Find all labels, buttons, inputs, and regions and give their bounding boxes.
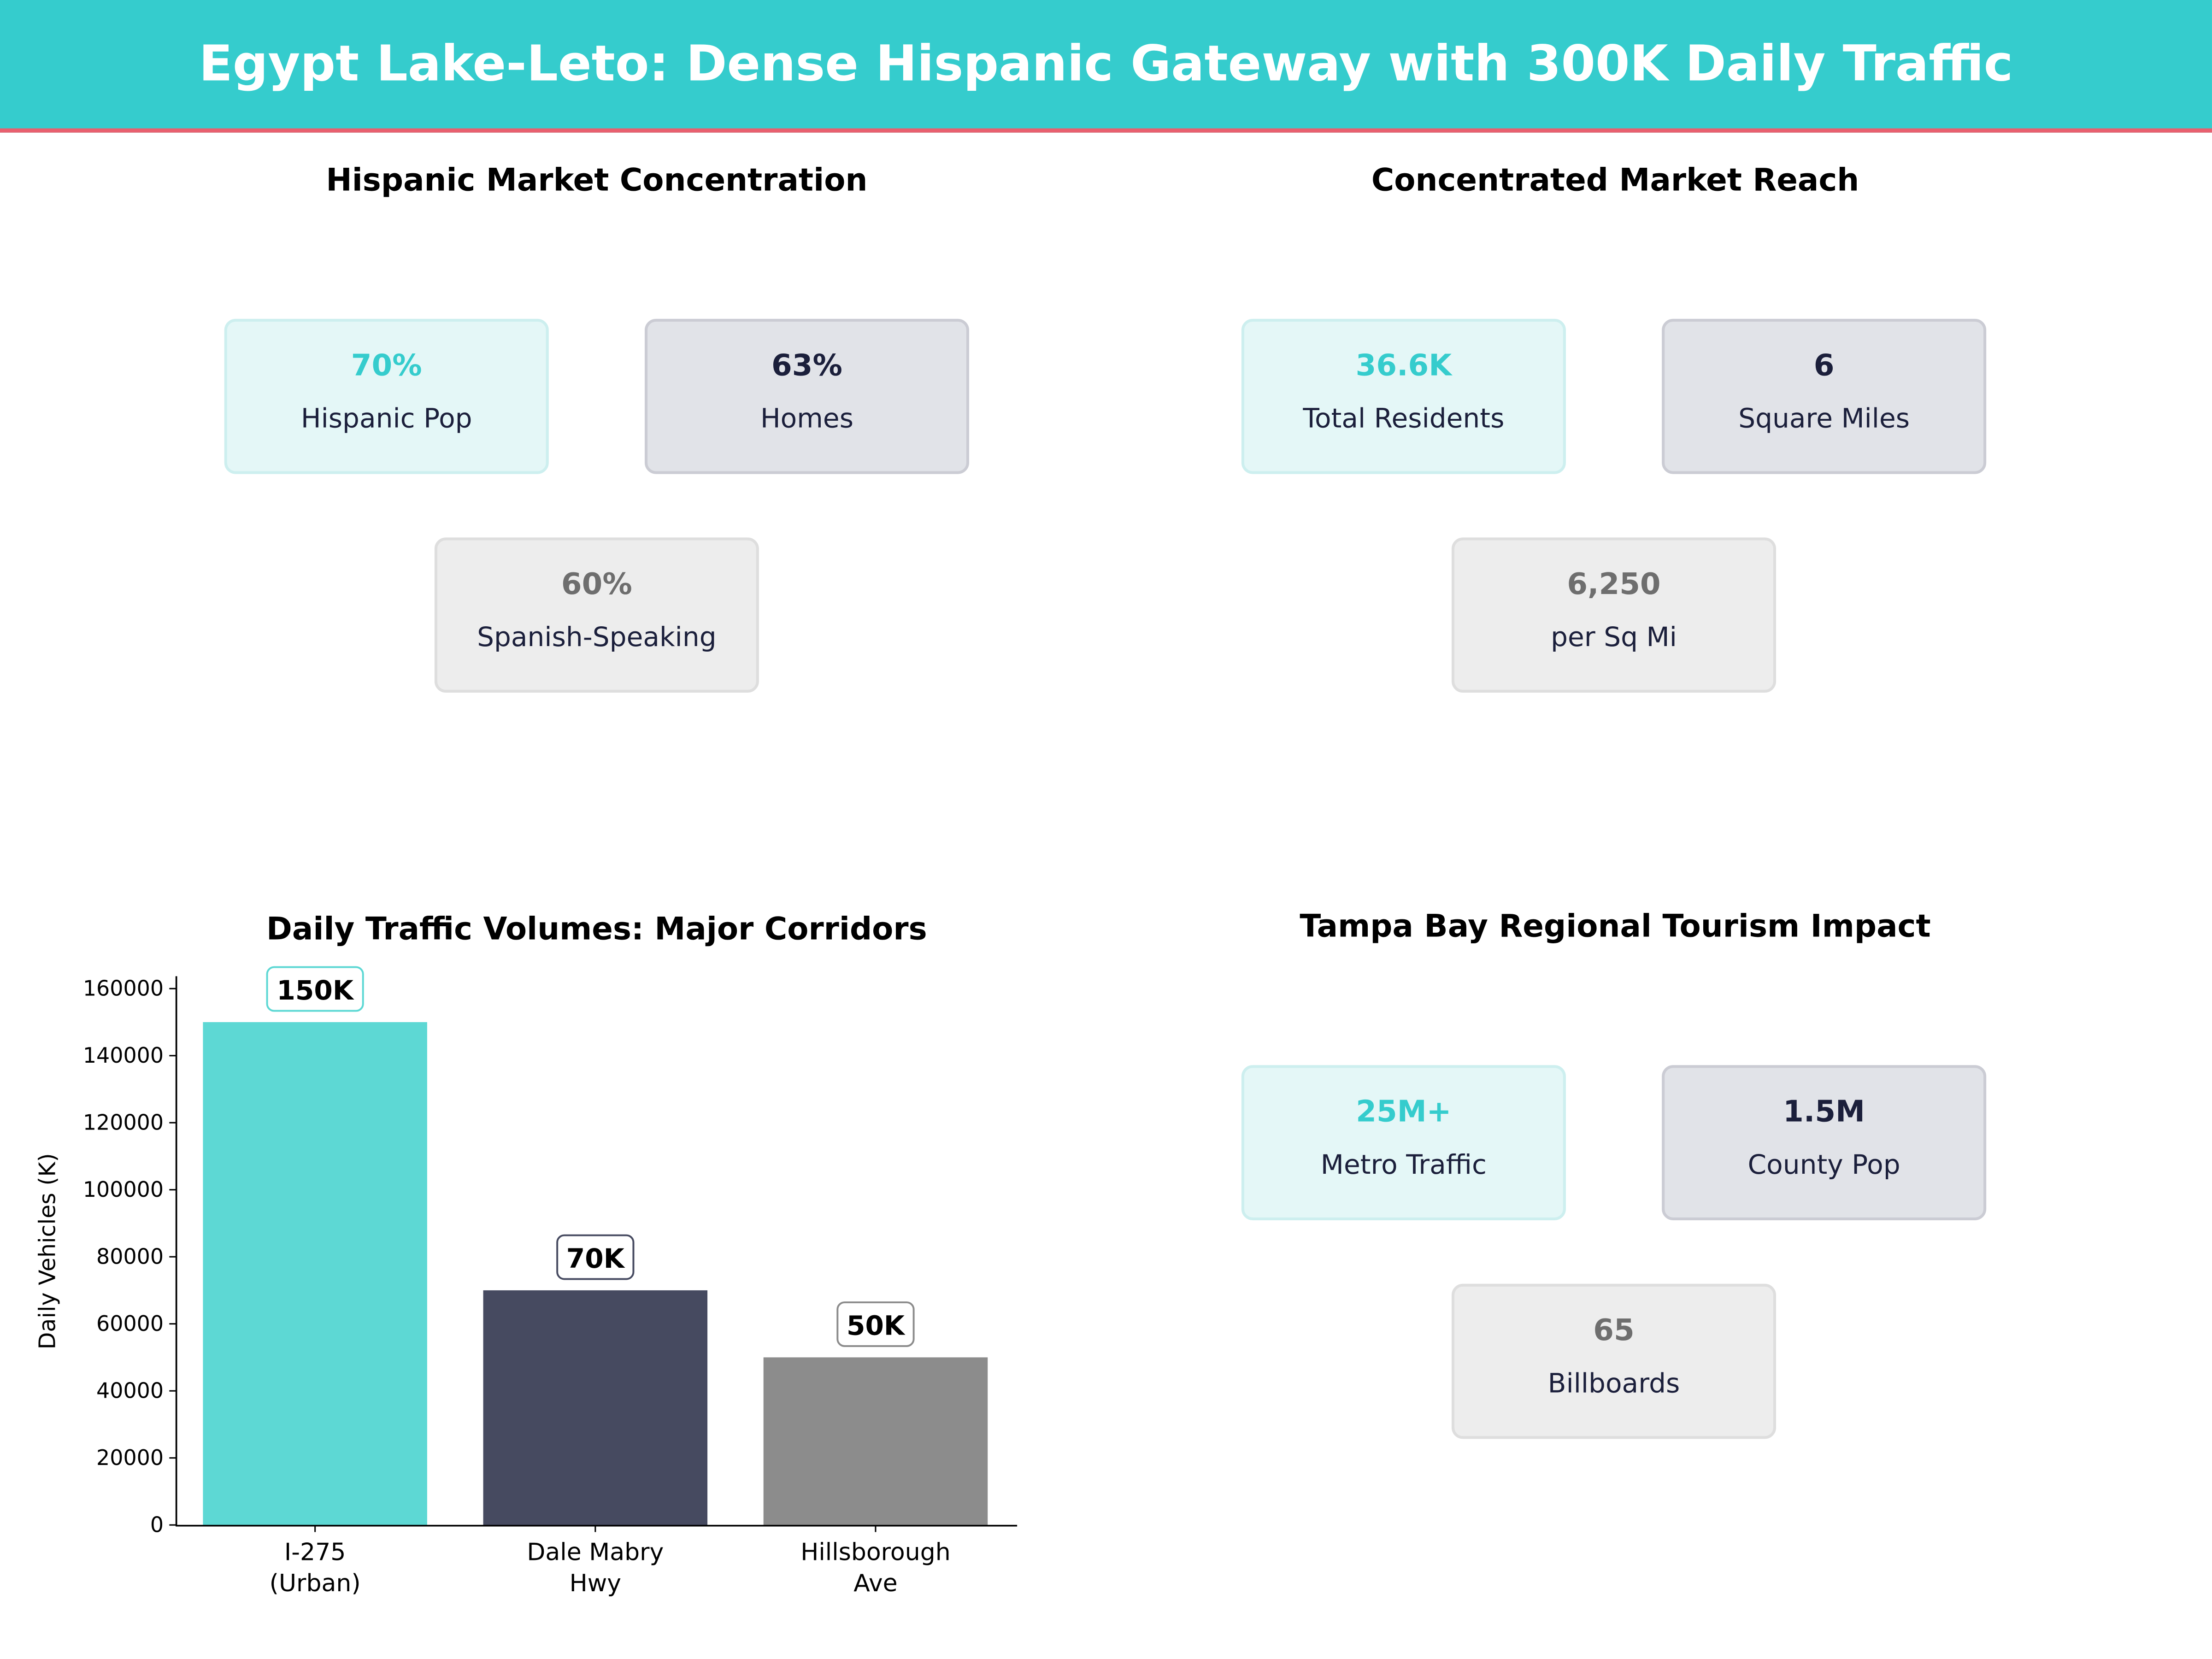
y-tick-label: 160000 <box>83 976 164 1001</box>
stat-value: 1.5M <box>1783 1094 1865 1129</box>
bar <box>483 1290 708 1525</box>
x-tick-label: Ave <box>853 1570 897 1597</box>
stat-label: Square Miles <box>1738 403 1910 435</box>
stat-card: 65 Billboards <box>1451 1283 1777 1439</box>
bar <box>203 1022 427 1525</box>
stat-label: Billboards <box>1547 1368 1680 1400</box>
stat-label: Spanish-Speaking <box>477 622 717 653</box>
stat-value: 6,250 <box>1567 567 1661 601</box>
stat-label: Total Residents <box>1303 403 1505 435</box>
x-tick-label: Hwy <box>570 1570 621 1597</box>
stat-card: 63% Homes <box>644 318 970 474</box>
stat-card: 60% Spanish-Speaking <box>434 537 759 693</box>
y-tick-label: 40000 <box>96 1378 164 1403</box>
stat-label: Homes <box>760 403 854 435</box>
stat-label: Metro Traffic <box>1320 1149 1487 1181</box>
stat-card: 70% Hispanic Pop <box>224 318 549 474</box>
stat-card: 1.5M County Pop <box>1662 1065 1987 1220</box>
y-tick-label: 60000 <box>96 1311 164 1336</box>
panel-title-reach: Concentrated Market Reach <box>1371 164 1859 199</box>
stat-value: 6 <box>1813 348 1835 382</box>
data-label-box <box>266 966 364 1012</box>
y-axis-label: Daily Vehicles (K) <box>34 1153 60 1349</box>
stat-value: 70% <box>351 348 422 382</box>
stat-value: 63% <box>771 348 842 382</box>
stat-value: 25M+ <box>1356 1094 1452 1129</box>
stat-card: 25M+ Metro Traffic <box>1241 1065 1566 1220</box>
stat-value: 36.6K <box>1355 348 1452 382</box>
y-tick-label: 0 <box>150 1512 164 1537</box>
header-banner: Egypt Lake-Leto: Dense Hispanic Gateway … <box>0 0 2212 133</box>
chart-title: Daily Traffic Volumes: Major Corridors <box>266 911 927 947</box>
data-label: 70K <box>566 1243 625 1274</box>
panel-title-tourism: Tampa Bay Regional Tourism Impact <box>1300 910 1931 946</box>
traffic-bar-chart: Daily Traffic Volumes: Major Corridors D… <box>34 911 1018 1597</box>
panel-title-hispanic: Hispanic Market Concentration <box>326 164 868 199</box>
bar <box>763 1357 988 1525</box>
data-label-box <box>836 1301 915 1347</box>
y-tick-label: 80000 <box>96 1244 164 1269</box>
x-tick-label: Hillsborough <box>800 1539 951 1566</box>
y-tick-label: 20000 <box>96 1445 164 1470</box>
data-label-box <box>556 1234 635 1280</box>
stat-label: County Pop <box>1747 1149 1900 1181</box>
data-label: 50K <box>847 1310 906 1341</box>
y-tick-label: 100000 <box>83 1177 164 1202</box>
stat-label: Hispanic Pop <box>300 403 472 435</box>
stat-card: 36.6K Total Residents <box>1241 318 1566 474</box>
stat-value: 65 <box>1593 1313 1635 1347</box>
data-label: 150K <box>276 975 354 1006</box>
x-tick-label: I-275 <box>284 1539 346 1566</box>
y-tick-label: 120000 <box>83 1110 164 1135</box>
stat-value: 60% <box>561 567 632 601</box>
page-title: Egypt Lake-Leto: Dense Hispanic Gateway … <box>199 36 2013 93</box>
y-tick-label: 140000 <box>83 1043 164 1068</box>
stat-label: per Sq Mi <box>1551 622 1677 653</box>
x-tick-label: (Urban) <box>270 1570 361 1597</box>
stat-card: 6 Square Miles <box>1662 318 1987 474</box>
x-tick-label: Dale Mabry <box>527 1539 664 1566</box>
stat-card: 6,250 per Sq Mi <box>1451 537 1777 693</box>
